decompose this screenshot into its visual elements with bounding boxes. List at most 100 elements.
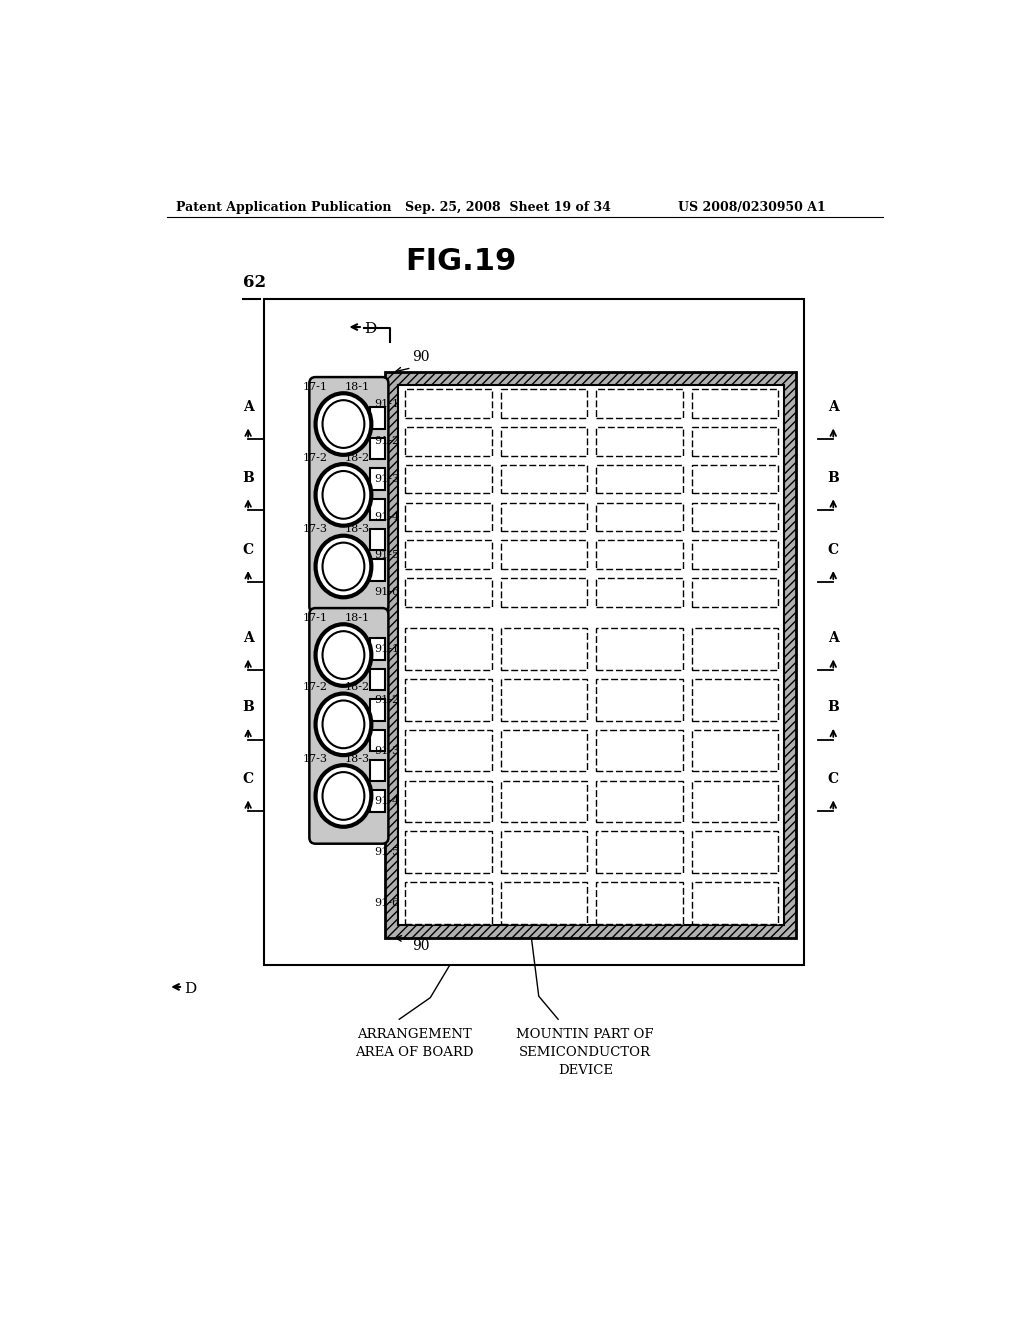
Bar — [385, 372, 796, 937]
Bar — [406, 780, 492, 822]
Bar — [370, 639, 385, 660]
Text: D: D — [184, 982, 197, 997]
Text: 91-6: 91-6 — [374, 587, 399, 597]
Text: 18-1: 18-1 — [345, 381, 370, 392]
Ellipse shape — [315, 465, 372, 525]
Text: 91-6: 91-6 — [374, 898, 399, 908]
Ellipse shape — [323, 471, 365, 519]
Text: A: A — [243, 400, 254, 414]
FancyBboxPatch shape — [309, 609, 388, 843]
Bar — [370, 529, 385, 550]
Bar — [406, 678, 492, 721]
Text: 91-5: 91-5 — [374, 847, 399, 857]
FancyBboxPatch shape — [309, 378, 388, 612]
Text: 18-3: 18-3 — [345, 754, 370, 763]
Ellipse shape — [315, 693, 372, 755]
Bar — [692, 540, 778, 569]
Bar — [501, 628, 587, 669]
Bar — [597, 730, 683, 771]
Ellipse shape — [323, 631, 365, 678]
Bar — [692, 882, 778, 924]
Ellipse shape — [323, 701, 365, 748]
Ellipse shape — [315, 536, 372, 597]
Bar — [501, 540, 587, 569]
Bar — [692, 678, 778, 721]
Bar — [597, 428, 683, 455]
Text: 18-1: 18-1 — [345, 612, 370, 623]
Bar — [397, 385, 783, 925]
Text: B: B — [243, 701, 254, 714]
Ellipse shape — [323, 400, 365, 447]
Text: 91-1: 91-1 — [374, 644, 399, 653]
Ellipse shape — [315, 766, 372, 826]
Bar — [501, 465, 587, 494]
Text: 91-3: 91-3 — [374, 746, 399, 755]
Bar — [501, 882, 587, 924]
Text: 18-3: 18-3 — [345, 524, 370, 535]
Text: 62: 62 — [243, 273, 266, 290]
Bar — [597, 628, 683, 669]
Text: D: D — [365, 322, 377, 337]
Bar — [692, 730, 778, 771]
Bar — [406, 832, 492, 873]
Bar — [597, 503, 683, 531]
Text: 17-3: 17-3 — [303, 754, 328, 763]
Bar — [370, 669, 385, 690]
Bar — [597, 465, 683, 494]
Bar — [501, 780, 587, 822]
Bar — [692, 428, 778, 455]
Text: 91-3: 91-3 — [374, 474, 399, 484]
Text: 91-4: 91-4 — [374, 796, 399, 807]
Text: A: A — [243, 631, 254, 645]
Bar — [597, 678, 683, 721]
Text: 91-5: 91-5 — [374, 549, 399, 560]
Bar — [597, 578, 683, 607]
Text: 18-2: 18-2 — [345, 453, 370, 462]
Bar — [597, 540, 683, 569]
Bar — [406, 465, 492, 494]
Bar — [406, 578, 492, 607]
Bar — [597, 882, 683, 924]
Bar — [501, 832, 587, 873]
Bar — [406, 628, 492, 669]
Text: 17-2: 17-2 — [303, 453, 328, 462]
Bar — [597, 389, 683, 418]
Text: 18-2: 18-2 — [345, 682, 370, 692]
Bar — [501, 503, 587, 531]
Text: A: A — [827, 631, 839, 645]
Text: A: A — [827, 400, 839, 414]
Text: 17-1: 17-1 — [303, 612, 328, 623]
Bar — [501, 730, 587, 771]
Text: C: C — [827, 543, 839, 557]
Bar — [370, 700, 385, 721]
Bar — [692, 832, 778, 873]
Bar — [501, 428, 587, 455]
Bar — [406, 503, 492, 531]
Bar — [406, 882, 492, 924]
Bar — [370, 438, 385, 459]
Text: C: C — [243, 772, 254, 785]
Bar — [692, 389, 778, 418]
Text: 90: 90 — [413, 350, 430, 364]
Bar — [370, 791, 385, 812]
Bar — [370, 499, 385, 520]
Text: 17-1: 17-1 — [303, 381, 328, 392]
Text: 91-4: 91-4 — [374, 512, 399, 521]
Text: 17-3: 17-3 — [303, 524, 328, 535]
Ellipse shape — [323, 543, 365, 590]
Text: B: B — [243, 471, 254, 484]
Bar — [692, 578, 778, 607]
Bar — [597, 780, 683, 822]
Text: ARRANGEMENT
AREA OF BOARD: ARRANGEMENT AREA OF BOARD — [355, 1028, 474, 1060]
Ellipse shape — [323, 772, 365, 820]
Bar — [406, 389, 492, 418]
Ellipse shape — [315, 624, 372, 686]
Text: C: C — [827, 772, 839, 785]
Bar — [370, 760, 385, 781]
Text: FIG.19: FIG.19 — [406, 247, 517, 276]
Bar — [692, 465, 778, 494]
Bar — [692, 780, 778, 822]
Bar — [370, 560, 385, 581]
Text: MOUNTIN PART OF
SEMICONDUCTOR
DEVICE: MOUNTIN PART OF SEMICONDUCTOR DEVICE — [516, 1028, 654, 1077]
Bar — [501, 389, 587, 418]
